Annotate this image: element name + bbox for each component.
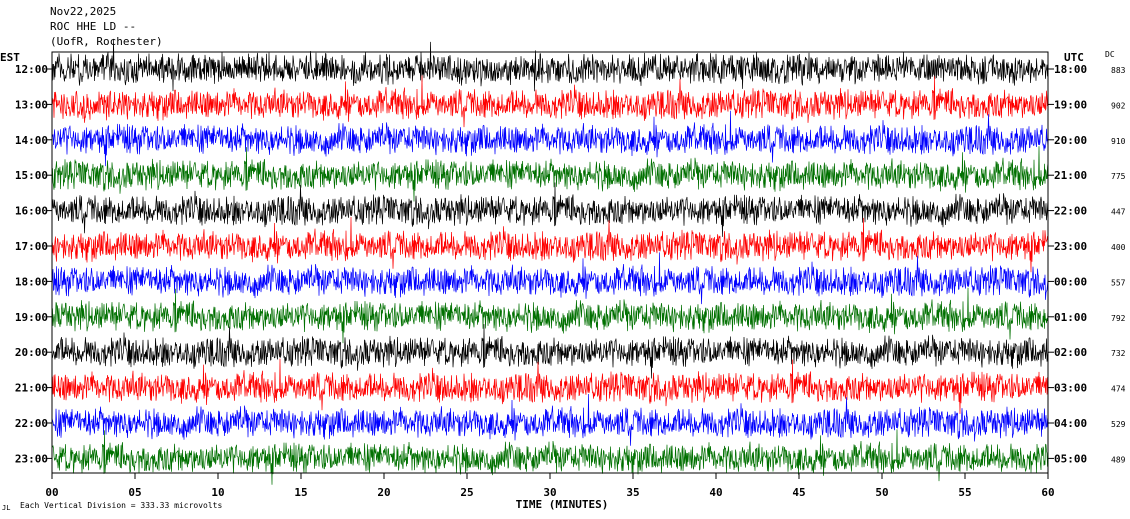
utc-hour-label: 18:00 <box>1054 63 1087 76</box>
dc-value: 732 <box>1111 349 1126 358</box>
trace-1200-line <box>51 38 1049 92</box>
x-tick-label: 40 <box>709 486 722 499</box>
trace-1600-line <box>51 182 1049 237</box>
est-hour-label: 15:00 <box>15 169 48 182</box>
x-tick-label: 05 <box>128 486 141 499</box>
x-tick-label: 10 <box>211 486 224 499</box>
x-axis-title: TIME (MINUTES) <box>516 498 609 511</box>
x-tick-label: 30 <box>543 486 556 499</box>
utc-hour-label: 04:00 <box>1054 417 1087 430</box>
x-tick-label: 15 <box>294 486 307 499</box>
est-hour-label: 16:00 <box>15 205 48 218</box>
dc-value: 489 <box>1111 455 1126 464</box>
x-ticks-layer: 00 05 10 15 20 25 30 35 40 45 50 55 60 <box>45 473 1055 499</box>
x-tick-label: 50 <box>875 486 888 499</box>
dc-value: 474 <box>1111 385 1126 394</box>
trace-2000-line <box>51 324 1049 379</box>
est-hour-label: 22:00 <box>15 417 48 430</box>
dc-value: 400 <box>1111 243 1126 252</box>
x-tick-label: 55 <box>958 486 971 499</box>
dc-value: 910 <box>1111 137 1126 146</box>
header-channel: ROC HHE LD -- <box>50 20 136 33</box>
utc-hour-label: 03:00 <box>1054 382 1087 395</box>
header-location: (UofR, Rochester) <box>50 35 163 48</box>
est-hour-label: 12:00 <box>15 63 48 76</box>
est-hour-label: 13:00 <box>15 98 48 111</box>
utc-hour-label: 21:00 <box>1054 169 1087 182</box>
trace-1700-line <box>51 216 1049 273</box>
est-hour-label: 14:00 <box>15 134 48 147</box>
header-date: Nov22,2025 <box>50 5 116 18</box>
trace-1800-line <box>51 252 1049 305</box>
trace-1300-line <box>51 75 1049 128</box>
x-tick-label: 35 <box>626 486 639 499</box>
dc-value: 883 <box>1111 66 1126 75</box>
x-tick-label: 45 <box>792 486 805 499</box>
trace-1500-line <box>51 146 1049 202</box>
utc-hour-label: 00:00 <box>1054 275 1087 288</box>
est-axis-label: EST <box>0 51 20 64</box>
trace-2200-line <box>51 393 1049 446</box>
est-hour-label: 21:00 <box>15 382 48 395</box>
trace-2300-line <box>51 429 1049 485</box>
x-tick-label: 60 <box>1041 486 1054 499</box>
x-tick-label: 00 <box>45 486 58 499</box>
traces-layer <box>51 38 1049 485</box>
row-labels-layer: 12:00 18:00 883 13:00 19:00 902 14:00 20:00 910 1… <box>15 63 1126 465</box>
utc-hour-label: 02:00 <box>1054 346 1087 359</box>
trace-1900-line <box>51 287 1049 344</box>
corner-mark: JL <box>2 504 10 512</box>
est-hour-label: 19:00 <box>15 311 48 324</box>
utc-hour-label: 23:00 <box>1054 240 1087 253</box>
utc-hour-label: 01:00 <box>1054 311 1087 324</box>
x-tick-label: 25 <box>460 486 473 499</box>
utc-hour-label: 22:00 <box>1054 205 1087 218</box>
est-hour-label: 17:00 <box>15 240 48 253</box>
utc-hour-label: 05:00 <box>1054 452 1087 465</box>
est-hour-label: 23:00 <box>15 452 48 465</box>
dc-value: 792 <box>1111 314 1126 323</box>
utc-hour-label: 19:00 <box>1054 98 1087 111</box>
x-tick-label: 20 <box>377 486 390 499</box>
dc-value: 775 <box>1111 172 1126 181</box>
est-hour-label: 18:00 <box>15 275 48 288</box>
utc-hour-label: 20:00 <box>1054 134 1087 147</box>
dc-value: 529 <box>1111 420 1126 429</box>
dc-value: 447 <box>1111 208 1126 217</box>
trace-1400-line <box>51 110 1049 167</box>
dc-value: 902 <box>1111 101 1126 110</box>
dc-value: 557 <box>1111 278 1126 287</box>
est-hour-label: 20:00 <box>15 346 48 359</box>
trace-2100-line <box>51 358 1049 414</box>
scale-note: Each Vertical Division = 333.33 microvol… <box>20 501 222 510</box>
dc-column-label: DC <box>1105 50 1115 59</box>
utc-axis-label: UTC <box>1064 51 1084 64</box>
